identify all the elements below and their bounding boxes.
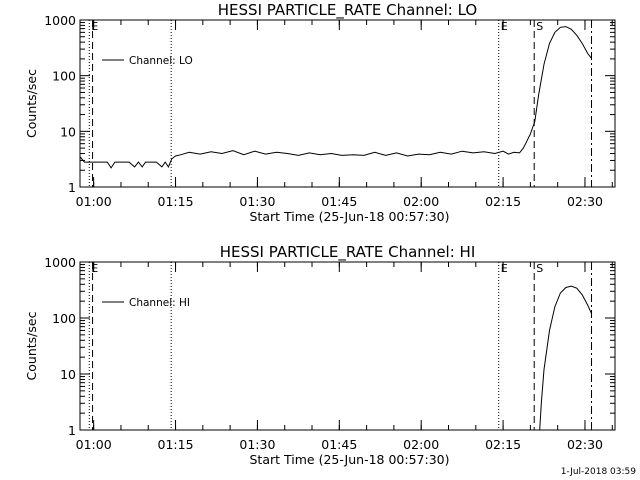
x-tick-label: 01:00 [76,437,112,452]
x-tick-label: 02:15 [485,437,521,452]
y-tick-label: 100 [52,69,76,84]
chart-panel-hi: HESSI PARTICLE_RATE Channel: HI 1 10 100 100… [24,243,616,467]
y-tick-label: 1 [68,180,76,195]
event-marker-label: E [501,20,508,33]
x-tick-label: 02:30 [567,437,603,452]
x-tick-label: 01:45 [321,437,357,452]
y-tick-label: 1000 [44,13,76,28]
chart-panel-lo: HESSI PARTICLE_RATE Channel: LO 1 10 100 100… [24,1,616,224]
legend-label: Channel: LO [129,55,193,67]
x-tick-label: 02:30 [567,194,603,209]
x-tick-label: 02:00 [403,437,439,452]
event-marker-label: S [536,20,543,33]
x-tick-label: 01:45 [321,194,357,209]
y-tick-label: 10 [60,367,76,382]
y-tick-label: 1000 [44,255,76,270]
y-axis-label: Counts/sec [24,311,39,380]
event-marker-label: E [91,20,98,33]
series-line [539,285,592,431]
x-tick-label: 02:00 [403,194,439,209]
x-axis-label: Start Time (25-Jun-18 00:57:30) [250,209,450,224]
y-tick-label: 1 [68,423,76,438]
x-tick-label: 02:15 [485,194,521,209]
footer-timestamp: 1-Jul-2018 03:59 [561,467,637,477]
event-marker-label: E [501,262,508,275]
event-marker-label: S [536,262,543,275]
x-tick-label: 01:30 [239,194,275,209]
plot-frame [79,261,616,431]
x-tick-label: 01:15 [158,194,194,209]
y-tick-label: 100 [52,311,76,326]
legend-label: Channel: HI [129,297,190,309]
plot-frame [79,19,616,188]
series-line [79,26,592,169]
y-tick-label: 10 [60,124,76,139]
x-tick-label: 01:30 [239,437,275,452]
chart-title: HESSI PARTICLE_RATE Channel: LO [218,1,477,20]
chart-title: HESSI PARTICLE_RATE Channel: HI [220,243,476,262]
x-axis-label: Start Time (25-Jun-18 00:57:30) [250,452,450,467]
y-axis-label: Counts/sec [24,69,39,138]
event-marker-label: E [91,262,98,275]
x-tick-label: 01:00 [76,194,112,209]
x-tick-label: 01:15 [158,437,194,452]
